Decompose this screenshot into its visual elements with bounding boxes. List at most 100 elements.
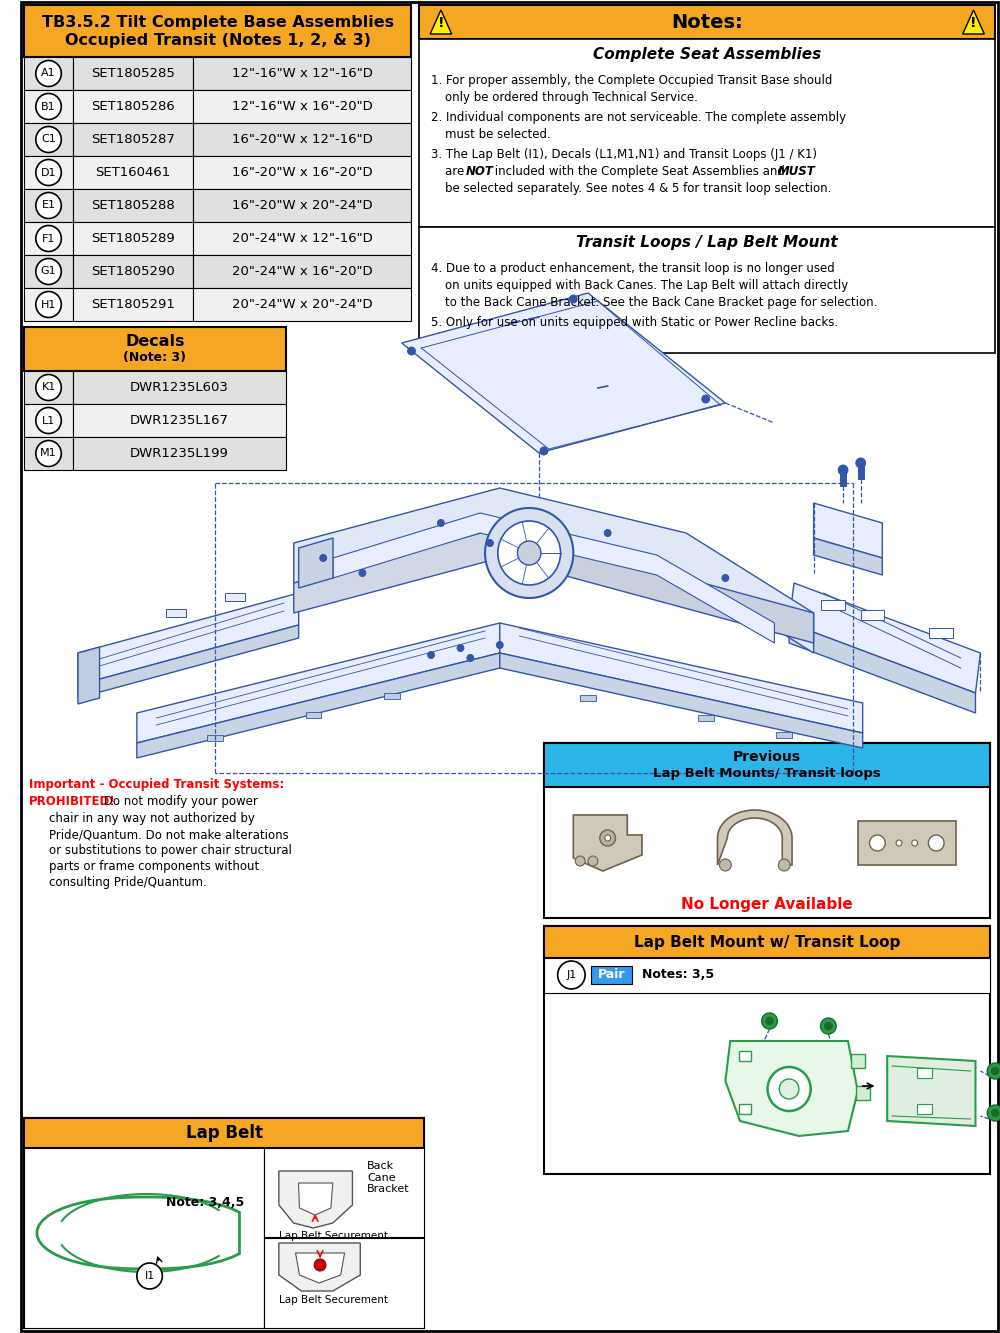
Text: !: !: [970, 16, 977, 31]
Circle shape: [768, 1066, 811, 1110]
Bar: [24, 255, 73, 288]
Circle shape: [498, 521, 561, 585]
Text: are: are: [445, 165, 468, 179]
Polygon shape: [718, 810, 792, 865]
Text: or substitutions to power chair structural: or substitutions to power chair structur…: [49, 844, 291, 857]
Text: Back
Cane
Bracket: Back Cane Bracket: [367, 1161, 410, 1194]
Polygon shape: [789, 623, 975, 713]
Bar: [73, 288, 193, 321]
Bar: [419, 227, 995, 353]
Text: Lap Belt Securement: Lap Belt Securement: [279, 1230, 388, 1241]
Bar: [851, 1054, 865, 1068]
Text: DWR1235L603: DWR1235L603: [130, 381, 229, 395]
Bar: [24, 189, 73, 223]
Bar: [24, 91, 73, 123]
Bar: [24, 5, 411, 57]
Circle shape: [779, 1078, 799, 1098]
Text: 16"-20"W x 20"-24"D: 16"-20"W x 20"-24"D: [232, 199, 372, 212]
Text: NOT: NOT: [465, 165, 493, 179]
Bar: [73, 404, 286, 437]
Polygon shape: [500, 653, 863, 748]
Circle shape: [36, 127, 61, 152]
Text: E1: E1: [42, 200, 56, 211]
Circle shape: [896, 840, 902, 846]
Circle shape: [824, 1022, 832, 1030]
Text: M1: M1: [40, 448, 57, 459]
Polygon shape: [725, 1041, 858, 1136]
Text: (Note: 3): (Note: 3): [123, 352, 186, 364]
Text: Do not modify your power: Do not modify your power: [100, 794, 257, 808]
Circle shape: [314, 1258, 326, 1270]
Circle shape: [485, 508, 573, 599]
Bar: [544, 958, 990, 993]
Bar: [917, 1104, 932, 1114]
Text: H1: H1: [41, 300, 56, 309]
Circle shape: [467, 655, 474, 661]
Text: SET1805288: SET1805288: [91, 199, 175, 212]
Text: !: !: [438, 16, 444, 31]
Polygon shape: [298, 1182, 333, 1214]
Bar: [73, 156, 193, 189]
Text: only be ordered through Technical Service.: only be ordered through Technical Servic…: [445, 91, 698, 104]
Polygon shape: [299, 539, 333, 588]
Bar: [73, 255, 193, 288]
Bar: [861, 611, 884, 620]
Text: 16"-20"W x 16"-20"D: 16"-20"W x 16"-20"D: [232, 167, 372, 179]
Text: Pride/Quantum. Do not make alterations: Pride/Quantum. Do not make alterations: [49, 828, 288, 841]
Text: chair in any way not authorized by: chair in any way not authorized by: [49, 812, 254, 825]
Text: SET1805289: SET1805289: [91, 232, 175, 245]
Text: 20"-24"W x 16"-20"D: 20"-24"W x 16"-20"D: [232, 265, 372, 279]
Bar: [24, 404, 73, 437]
Bar: [580, 694, 596, 701]
Text: Lap Belt Mounts/ Transit loops: Lap Belt Mounts/ Transit loops: [653, 768, 881, 781]
Text: 12"-16"W x 12"-16"D: 12"-16"W x 12"-16"D: [232, 67, 373, 80]
Text: SET1805285: SET1805285: [91, 67, 175, 80]
Circle shape: [575, 856, 585, 866]
Circle shape: [36, 93, 61, 120]
Bar: [193, 288, 411, 321]
Circle shape: [991, 1109, 999, 1117]
Bar: [698, 714, 714, 721]
Circle shape: [604, 529, 611, 536]
Circle shape: [838, 465, 848, 475]
Bar: [384, 693, 400, 698]
Text: Important - Occupied Transit Systems:: Important - Occupied Transit Systems:: [29, 778, 284, 790]
Text: Note: 3,4,5: Note: 3,4,5: [166, 1197, 245, 1209]
Text: TB3.5.2 Tilt Complete Base Assemblies: TB3.5.2 Tilt Complete Base Assemblies: [42, 15, 394, 29]
Text: C1: C1: [41, 135, 56, 144]
Bar: [24, 156, 73, 189]
Bar: [207, 734, 223, 741]
Bar: [821, 600, 845, 611]
Bar: [73, 123, 193, 156]
Text: SET1805287: SET1805287: [91, 133, 175, 147]
Text: L1: L1: [42, 416, 55, 425]
Bar: [264, 1148, 424, 1328]
Text: included with the Complete Seat Assemblies and: included with the Complete Seat Assembli…: [491, 165, 789, 179]
Circle shape: [408, 347, 415, 355]
Bar: [591, 966, 632, 984]
Circle shape: [912, 840, 918, 846]
Text: 3. The Lap Belt (I1), Decals (L1,M1,N1) and Transit Loops (J1 / K1): 3. The Lap Belt (I1), Decals (L1,M1,N1) …: [431, 148, 817, 161]
Bar: [856, 1086, 870, 1100]
Bar: [776, 732, 792, 738]
Polygon shape: [814, 539, 882, 575]
Circle shape: [987, 1105, 1000, 1121]
Bar: [24, 288, 73, 321]
Polygon shape: [333, 513, 774, 643]
Circle shape: [778, 858, 790, 870]
Circle shape: [359, 569, 366, 576]
Bar: [24, 437, 73, 471]
Text: Pair: Pair: [598, 969, 625, 981]
Circle shape: [36, 160, 61, 185]
Circle shape: [820, 1018, 836, 1034]
Text: Notes: 3,5: Notes: 3,5: [642, 969, 714, 981]
Text: 20"-24"W x 20"-24"D: 20"-24"W x 20"-24"D: [232, 299, 372, 311]
Text: I1: I1: [144, 1270, 155, 1281]
Circle shape: [987, 1062, 1000, 1078]
Bar: [193, 57, 411, 91]
Circle shape: [36, 225, 61, 252]
Polygon shape: [279, 1242, 360, 1290]
Bar: [193, 223, 411, 255]
Polygon shape: [78, 647, 100, 704]
Bar: [193, 189, 411, 223]
